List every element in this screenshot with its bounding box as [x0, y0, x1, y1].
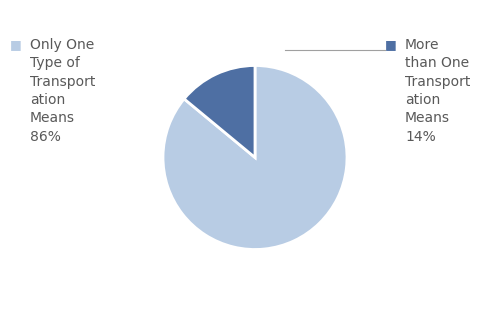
Text: ■: ■: [385, 38, 397, 51]
Text: Only One
Type of
Transport
ation
Means
86%: Only One Type of Transport ation Means 8…: [30, 38, 96, 144]
Text: ■: ■: [10, 38, 22, 51]
Text: More
than One
Transport
ation
Means
14%: More than One Transport ation Means 14%: [405, 38, 470, 144]
Wedge shape: [184, 66, 255, 158]
Wedge shape: [163, 66, 347, 249]
